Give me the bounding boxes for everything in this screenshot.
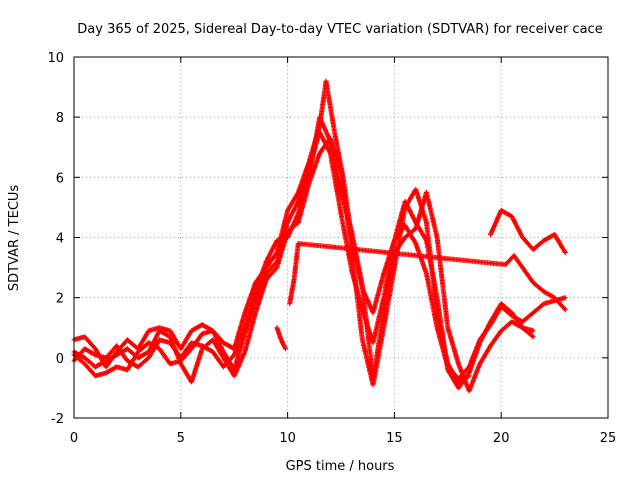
chart-title: Day 365 of 2025, Sidereal Day-to-day VTE… — [77, 22, 602, 37]
data-series — [274, 241, 568, 352]
grid-lines — [74, 57, 608, 418]
x-tick-label: 25 — [600, 431, 617, 446]
x-tick-label: 5 — [177, 431, 185, 446]
data-point-markers — [274, 241, 568, 352]
y-axis-label: SDTVAR / TECUs — [7, 185, 22, 292]
data-series — [71, 78, 536, 391]
y-tick-label: 6 — [56, 171, 64, 186]
y-tick-label: 0 — [56, 352, 64, 367]
y-tick-label: 8 — [56, 111, 64, 126]
x-tick-label: 10 — [279, 431, 296, 446]
x-tick-label: 20 — [493, 431, 510, 446]
y-tick-label: -2 — [51, 412, 64, 427]
data-point-markers — [71, 78, 536, 391]
data-points — [71, 78, 568, 394]
x-tick-label: 0 — [70, 431, 78, 446]
x-axis-ticks: 0 5 10 15 20 25 — [70, 57, 616, 446]
x-axis-label: GPS time / hours — [286, 459, 395, 474]
y-tick-label: 4 — [56, 232, 64, 247]
y-tick-label: 10 — [47, 51, 64, 66]
plot-frame — [73, 56, 609, 419]
x-tick-label: 15 — [386, 431, 403, 446]
y-tick-label: 2 — [56, 292, 64, 307]
